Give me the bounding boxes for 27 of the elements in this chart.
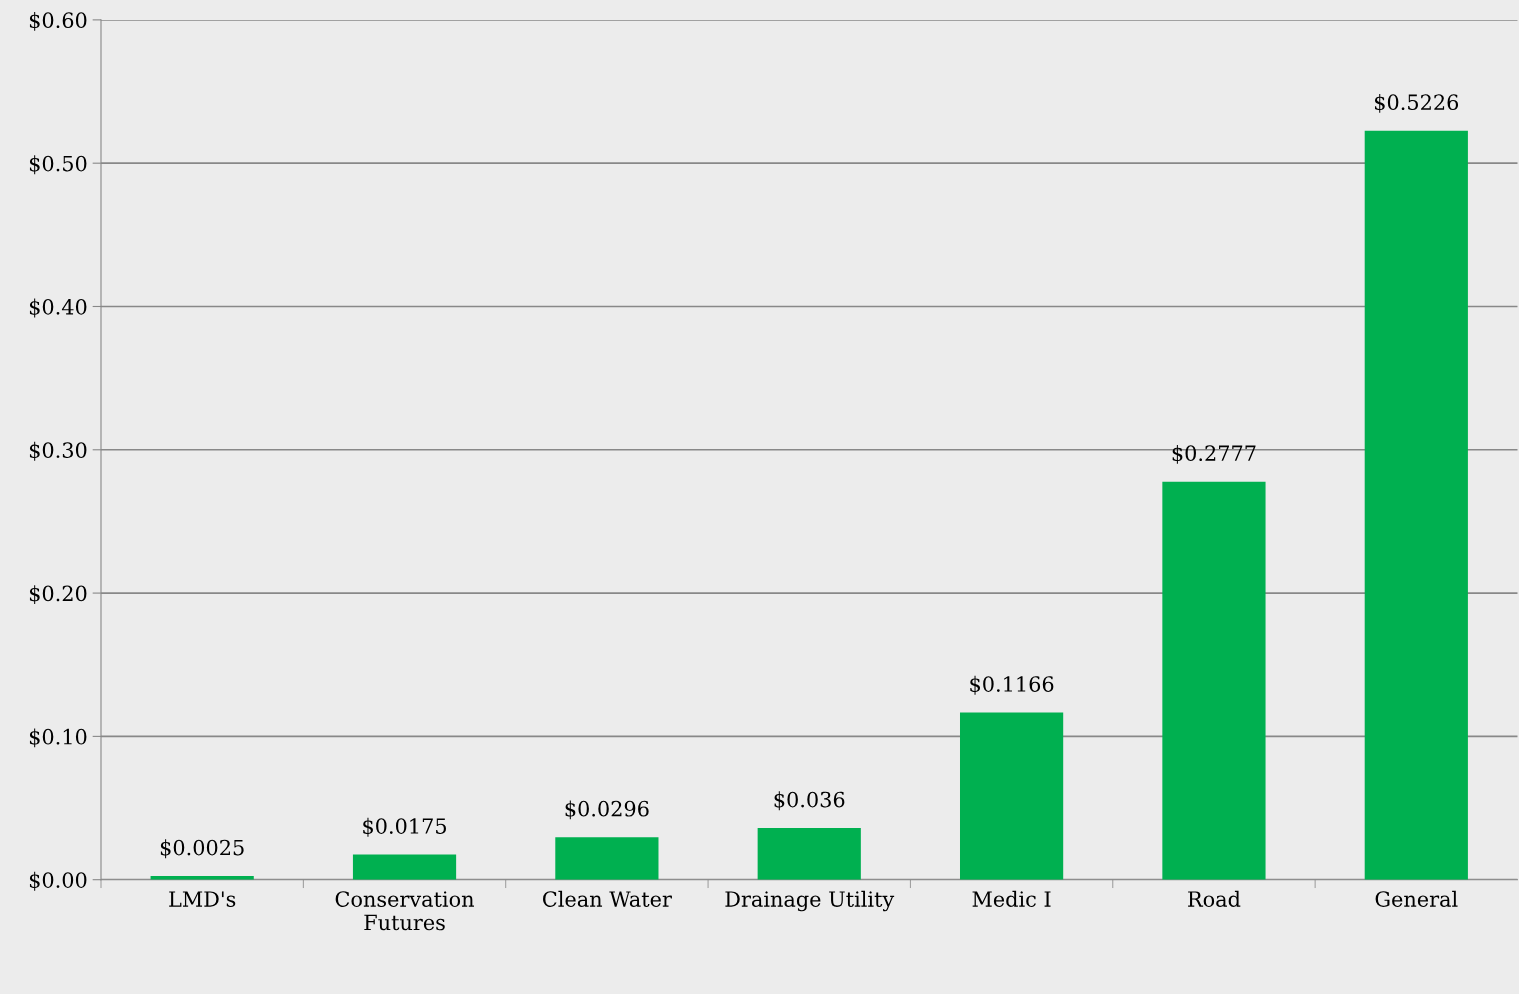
y-tick-label: $0.30 xyxy=(29,441,87,461)
data-label: $0.0175 xyxy=(363,817,446,837)
y-tick-label: $0.50 xyxy=(29,155,87,175)
bar xyxy=(757,828,861,880)
bar xyxy=(352,854,457,880)
x-tick-label: LMD's xyxy=(169,891,236,907)
y-tick-label: $0.60 xyxy=(29,11,87,31)
bar xyxy=(1162,481,1266,880)
data-label: $0.0296 xyxy=(565,800,649,820)
data-label: $0.2777 xyxy=(1172,444,1256,464)
x-tick-label: General xyxy=(1375,890,1458,907)
x-tick-label: Drainage Utility xyxy=(725,890,895,912)
y-tick-label: $0.10 xyxy=(29,728,87,748)
y-tick-label: $0.00 xyxy=(29,871,87,891)
data-label: $0.0025 xyxy=(160,839,244,859)
bar xyxy=(959,712,1064,880)
data-label: $0.1166 xyxy=(970,675,1054,695)
bar xyxy=(1364,130,1468,880)
x-tick-label: Road xyxy=(1188,890,1241,907)
data-label: $0.036 xyxy=(774,791,845,811)
x-tick-label: Medic I xyxy=(972,890,1051,907)
x-tick-label: Conservation Futures xyxy=(335,891,474,931)
x-tick-label: Clean Water xyxy=(543,890,672,907)
bar xyxy=(555,837,659,880)
y-tick-label: $0.20 xyxy=(29,585,87,605)
y-tick-label: $0.40 xyxy=(29,298,87,318)
data-label: $0.5226 xyxy=(1375,93,1459,113)
